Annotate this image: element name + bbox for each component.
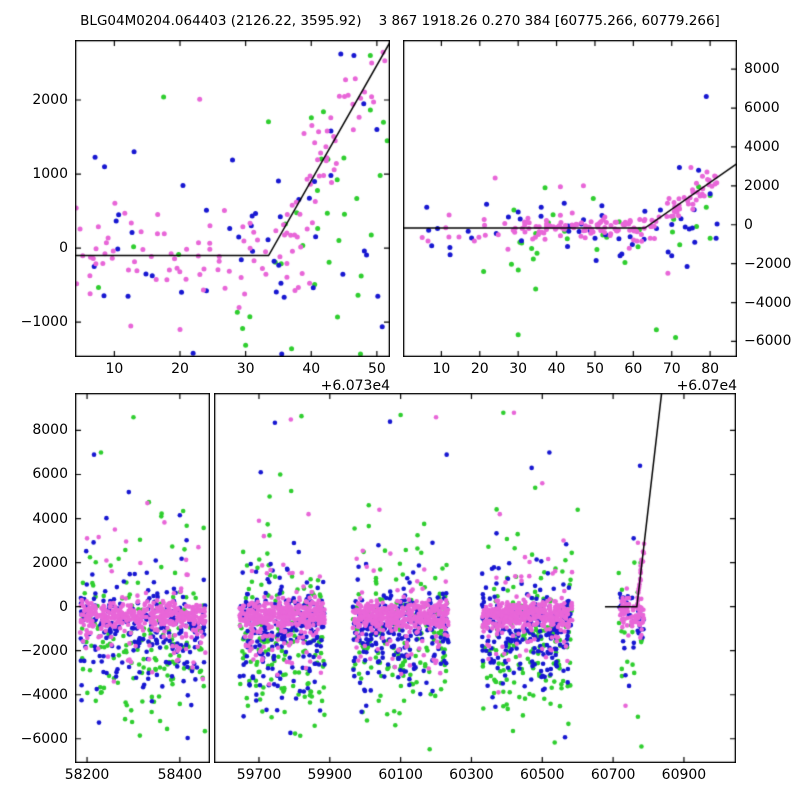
axis-offset-label: +6.073e4 (320, 378, 390, 394)
y-tick-label: 2000 (32, 554, 68, 571)
y-tick-label: −6000 (20, 730, 68, 747)
y-tick-label: 0 (744, 216, 753, 233)
axes-bottom-right-segment (214, 393, 736, 763)
figure-title: BLG04M0204.064403 (2126.22, 3595.92) 3 8… (80, 13, 720, 29)
x-tick-label: 60500 (520, 767, 565, 783)
y-tick-label: 2000 (744, 177, 780, 194)
x-tick-label: 58400 (157, 767, 203, 783)
axes-top-right (403, 40, 737, 357)
x-tick-label: 40 (302, 361, 321, 377)
x-tick-label: 50 (586, 361, 604, 377)
x-tick-label: 10 (105, 361, 124, 377)
x-tick-label: 50 (367, 361, 386, 377)
x-tick-label: 30 (509, 361, 528, 377)
y-tick-label: −2000 (20, 642, 68, 659)
x-tick-label: 70 (662, 361, 681, 377)
x-tick-label: 80 (701, 361, 720, 377)
y-tick-label: 8000 (32, 422, 68, 439)
x-tick-label: 30 (236, 361, 255, 377)
x-tick-label: 59700 (236, 767, 282, 783)
x-tick-label: 60700 (590, 767, 636, 783)
y-tick-label: 6000 (32, 466, 68, 483)
x-tick-label: 20 (171, 361, 189, 377)
y-tick-label: 4000 (32, 510, 68, 527)
y-tick-label: −1000 (20, 314, 68, 331)
y-tick-label: 2000 (32, 91, 68, 108)
y-tick-label: 0 (59, 240, 68, 257)
y-tick-label: −4000 (20, 686, 68, 703)
x-tick-label: 40 (547, 361, 566, 377)
x-tick-label: 60900 (661, 767, 707, 783)
y-tick-label: 1000 (32, 166, 68, 183)
y-tick-label: −6000 (744, 333, 792, 350)
x-tick-label: 20 (470, 361, 489, 377)
x-tick-label: 60300 (449, 767, 494, 783)
y-tick-label: −2000 (744, 255, 792, 272)
y-tick-label: 0 (59, 598, 68, 615)
x-tick-label: 58200 (64, 767, 110, 783)
y-tick-label: 4000 (744, 138, 780, 155)
x-tick-label: 60 (624, 361, 643, 377)
axis-offset-label: +6.07e4 (676, 378, 737, 394)
y-tick-label: −4000 (744, 294, 792, 311)
y-tick-label: 8000 (744, 61, 780, 78)
axes-bottom-left-segment (75, 393, 210, 763)
x-tick-label: 59900 (307, 767, 353, 783)
x-tick-label: 60100 (378, 767, 423, 783)
axes-top-left (75, 40, 390, 357)
x-tick-label: 10 (432, 361, 451, 377)
y-tick-label: 6000 (744, 100, 780, 117)
